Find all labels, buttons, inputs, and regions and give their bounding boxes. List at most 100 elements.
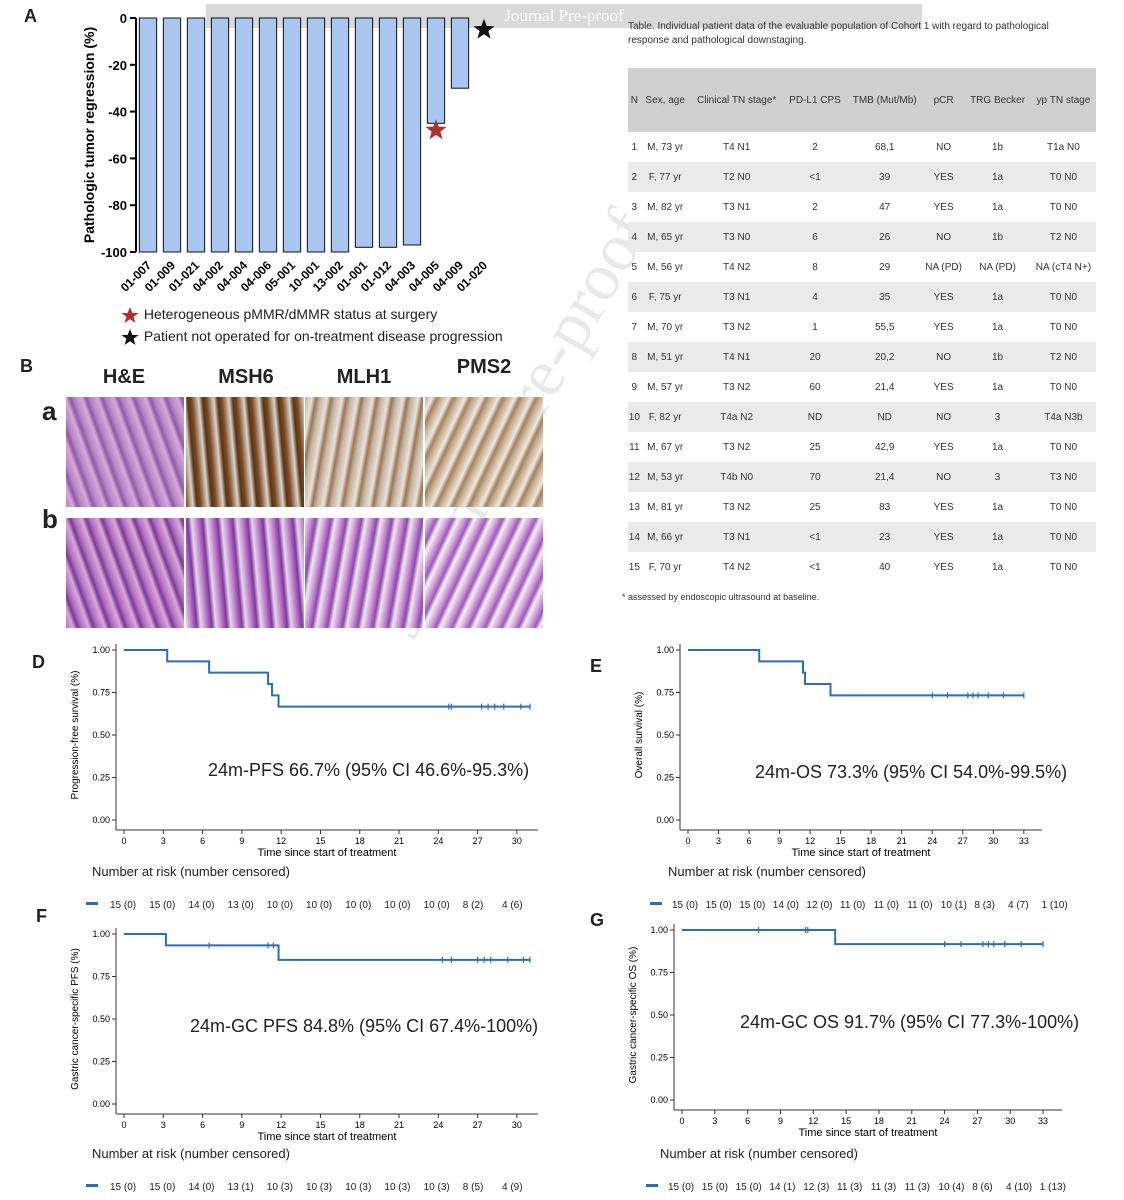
x-tick-label: 27 [473, 836, 483, 846]
y-tick-label: 0.00 [656, 815, 674, 825]
table-cell: 55,5 [874, 321, 895, 333]
x-tick-label: 6 [745, 1116, 750, 1126]
table-cell: 21,4 [846, 462, 923, 492]
table-cell: T2 N0 [689, 162, 784, 192]
risk-count: 12 (0) [806, 900, 833, 911]
table-cell: 4 [783, 282, 847, 312]
series-dash-icon [646, 1184, 658, 1187]
table-cell: 47 [879, 201, 891, 213]
risk-count: 15 (0) [705, 900, 732, 911]
x-tick-label: 30 [988, 836, 998, 846]
y-tick-label: 0.00 [92, 815, 110, 825]
table-cell: ND [846, 402, 923, 432]
table-cell: 1 [631, 141, 638, 153]
x-axis-title: Time since start of treatment [258, 847, 397, 859]
table-cell: 13 [628, 501, 640, 513]
x-tick-label: 18 [866, 836, 876, 846]
x-tick-label: 21 [907, 1116, 917, 1126]
table-cell: 83 [879, 501, 891, 513]
bar [210, 17, 230, 253]
km-gc-pfs-chart: 0.00 0.25 0.50 0.75 1.00 0 3 6 9 12 15 18 21 24 27 30 Ti… [70, 928, 538, 1143]
bar [234, 17, 254, 253]
table-header: PD-L1 CPS [783, 68, 847, 132]
row-label-a: a [42, 396, 57, 426]
x-tick-label: 3 [716, 836, 721, 846]
table-cell: M, 82 yr [647, 201, 684, 213]
row-label-b: b [42, 504, 58, 534]
table-cell: 5 [631, 261, 638, 273]
risk-count: 15 (0) [110, 1182, 137, 1193]
risk-count: 10 (3) [423, 1182, 450, 1193]
x-tick-label: 6 [200, 1120, 205, 1130]
table-cell: M, 70 yr [647, 321, 684, 333]
table-cell: 42,9 [874, 441, 895, 453]
table-cell: 2 [812, 201, 818, 213]
table-header: pCR [922, 68, 965, 132]
risk-count: 13 (0) [227, 900, 254, 911]
risk-count: 11 (3) [870, 1182, 897, 1193]
x-tick-label: 33 [1038, 1116, 1048, 1126]
table-header: Clinical TN stage* [689, 68, 784, 132]
y-tick-label: 0.25 [92, 773, 110, 783]
table-cell: 2 [812, 141, 818, 153]
table-cell: <1 [809, 561, 821, 573]
table-cell: T0 N0 [1049, 441, 1078, 453]
y-tick-label: 0.75 [650, 968, 668, 978]
table-cell: T1a N0 [1047, 141, 1080, 153]
table-row: 14 M, 66 yr T3 N1 <1 23 YES 1a T0 N0 [628, 522, 1096, 552]
table-cell: T3 N1 [689, 282, 784, 312]
black-star-icon [121, 329, 139, 346]
table-row: 9 M, 57 yr T3 N2 60 21,4 YES 1a T0 N0 [628, 372, 1096, 402]
risk-title-g: Number at risk (number censored) [660, 1146, 858, 1161]
red-star-icon [121, 307, 139, 324]
table-cell: 15 [628, 561, 640, 573]
x-tick-label: 24 [433, 1120, 443, 1130]
x-tick-label: 3 [161, 836, 166, 846]
panel-letter-b: B [20, 356, 33, 376]
table-cell: T3 N2 [723, 381, 751, 393]
y-tick-label: 0.75 [92, 688, 110, 698]
x-tick-label: 30 [512, 1120, 522, 1130]
risk-count: 15 (0) [668, 1182, 695, 1193]
x-tick-label: 0 [121, 836, 126, 846]
table-cell: 3 [631, 201, 638, 213]
y-tick-label: 1.00 [656, 645, 674, 655]
x-tick-label: 27 [958, 836, 968, 846]
x-tick-label: 21 [394, 1120, 404, 1130]
risk-count: 11 (0) [873, 900, 899, 911]
y-tick-label: -20 [108, 58, 127, 73]
survival-annotation: 24m-GC PFS 84.8% (95% CI 67.4%-100%) [190, 1016, 538, 1036]
table-cell: 12 [628, 462, 641, 492]
table-cell: T2 N0 [1030, 222, 1096, 252]
km-pfs-chart: 0.00 0.25 0.50 0.75 1.00 0 3 6 9 12 15 18 21 24 27 30 Ti… [70, 644, 538, 859]
risk-count: 8 (5) [462, 1182, 484, 1193]
table-cell: T0 N0 [1030, 162, 1096, 192]
table-cell: T4a N2 [689, 402, 784, 432]
risk-count: 12 (3) [803, 1182, 830, 1193]
table-cell: 20,2 [846, 342, 923, 372]
table-cell: T4 N2 [723, 261, 751, 273]
table-cell: 1b [964, 342, 1031, 372]
table-header: Sex, age [640, 68, 690, 132]
x-tick-label: 9 [778, 1116, 783, 1126]
table-cell: 1 [812, 321, 818, 333]
risk-count: 15 (0) [735, 1182, 762, 1193]
y-tick-label: -100 [101, 245, 127, 260]
table-cell: 6 [628, 282, 641, 312]
bar [450, 17, 470, 89]
x-tick-label: 15 [315, 836, 325, 846]
table-cell: 25 [809, 501, 821, 513]
table-cell: T3 N0 [689, 222, 784, 252]
risk-count: 14 (1) [769, 1182, 796, 1193]
journal-banner: Journal Pre-proof [206, 4, 922, 28]
table-cell: 11 [629, 441, 640, 453]
x-tick-label: 0 [679, 1116, 684, 1126]
risk-count: 15 (0) [701, 1182, 728, 1193]
y-tick-label: 0.75 [656, 688, 674, 698]
table-cell: 68,1 [874, 141, 895, 153]
table-cell: YES [933, 501, 954, 513]
histology-image [425, 397, 543, 507]
survival-annotation: 24m-GC OS 91.7% (95% CI 77.3%-100%) [740, 1012, 1079, 1032]
x-tick-label: 30 [1005, 1116, 1015, 1126]
table-cell: 35 [846, 282, 923, 312]
